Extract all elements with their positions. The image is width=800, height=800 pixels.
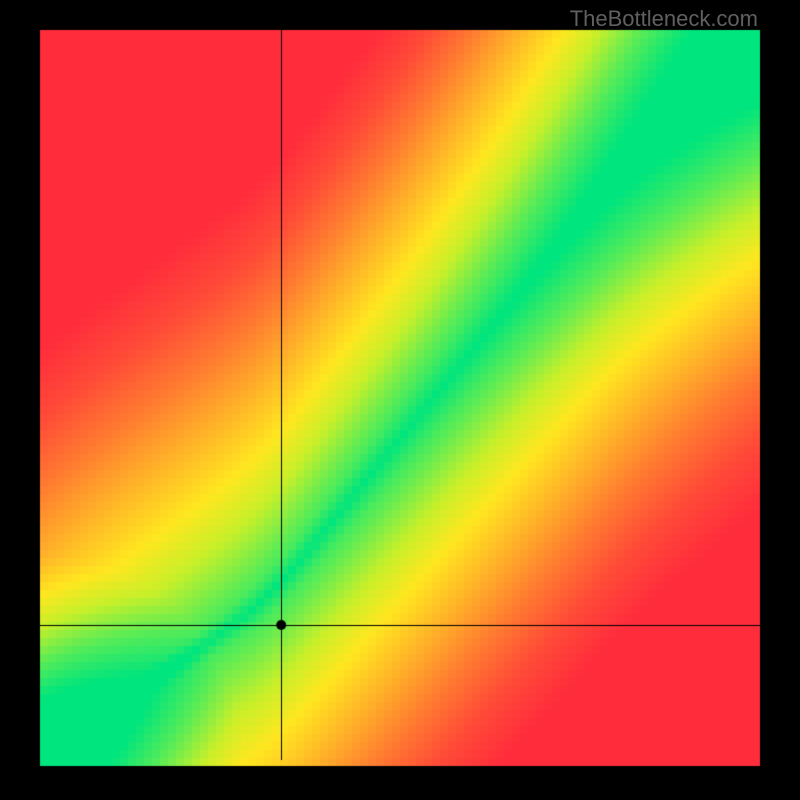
watermark-label: TheBottleneck.com xyxy=(570,6,758,32)
chart-container: TheBottleneck.com xyxy=(0,0,800,800)
bottleneck-heatmap xyxy=(0,0,800,800)
